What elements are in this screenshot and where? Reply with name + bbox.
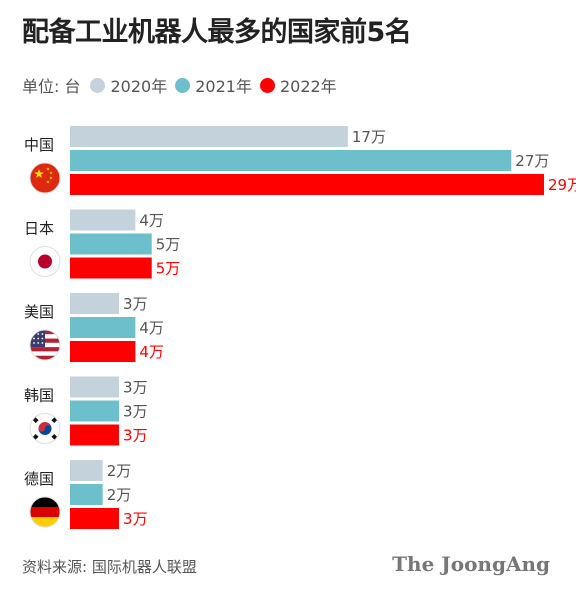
legend-item-2020: 2020年 bbox=[90, 73, 167, 97]
category-label: 德国 bbox=[24, 470, 54, 488]
data-label: 3万 bbox=[123, 427, 148, 445]
data-label: 5万 bbox=[156, 260, 181, 278]
legend-label-2021: 2021年 bbox=[195, 77, 252, 96]
data-label: 3万 bbox=[123, 510, 148, 528]
china-flag-icon bbox=[29, 162, 61, 194]
data-label: 29万 bbox=[548, 176, 576, 194]
legend-item-2022: 2022年 bbox=[259, 73, 337, 97]
data-label: 4万 bbox=[139, 343, 164, 361]
legend-item-2021: 2021年 bbox=[175, 73, 252, 97]
usa-flag-icon bbox=[29, 329, 61, 361]
bar-2020 bbox=[70, 376, 120, 398]
data-label: 27万 bbox=[515, 152, 549, 170]
legend-dot-2021 bbox=[175, 77, 191, 93]
data-label: 3万 bbox=[123, 295, 148, 313]
data-label: 17万 bbox=[352, 128, 386, 146]
legend-dot-2022 bbox=[259, 77, 275, 93]
brand-logo: The JoongAng bbox=[392, 552, 550, 576]
bar-2022 bbox=[70, 424, 120, 446]
chart-title: 配备工业机器人最多的国家前5名 bbox=[22, 17, 412, 48]
bar-2021 bbox=[70, 484, 103, 505]
data-label: 2万 bbox=[107, 462, 132, 480]
unit-label: 单位: 台 bbox=[22, 77, 81, 96]
germany-flag-icon bbox=[29, 496, 61, 528]
data-label: 3万 bbox=[123, 403, 148, 421]
data-label: 5万 bbox=[156, 236, 181, 254]
category-label: 中国 bbox=[24, 136, 54, 154]
bar-2022 bbox=[70, 174, 544, 195]
category-label: 韩国 bbox=[24, 387, 54, 405]
category-label: 日本 bbox=[24, 220, 54, 238]
bar-2021 bbox=[70, 233, 152, 255]
bar-2022 bbox=[70, 341, 136, 362]
bar-2020 bbox=[70, 126, 348, 147]
data-label: 4万 bbox=[139, 212, 164, 230]
bar-2021 bbox=[70, 150, 512, 171]
category-label: 美国 bbox=[24, 303, 54, 321]
legend-dot-2020 bbox=[90, 77, 106, 93]
bar-2020 bbox=[70, 460, 103, 481]
data-label: 4万 bbox=[139, 319, 164, 337]
japan-flag-icon bbox=[29, 246, 61, 277]
legend-label-2022: 2022年 bbox=[279, 77, 337, 96]
legend-label-2020: 2020年 bbox=[110, 77, 168, 96]
bar-2022 bbox=[70, 508, 120, 529]
bar-2020 bbox=[70, 293, 120, 314]
korea-flag-icon bbox=[29, 413, 61, 444]
data-label: 2万 bbox=[107, 486, 132, 504]
bar-2020 bbox=[70, 209, 136, 231]
legend: 单位: 台 2020年 2021年 2022年 bbox=[22, 73, 345, 97]
bar-2021 bbox=[70, 400, 120, 422]
bar-2022 bbox=[70, 257, 152, 279]
data-label: 3万 bbox=[123, 379, 148, 397]
source-note: 资料来源: 国际机器人联盟 bbox=[22, 558, 197, 576]
bar-2021 bbox=[70, 317, 136, 338]
